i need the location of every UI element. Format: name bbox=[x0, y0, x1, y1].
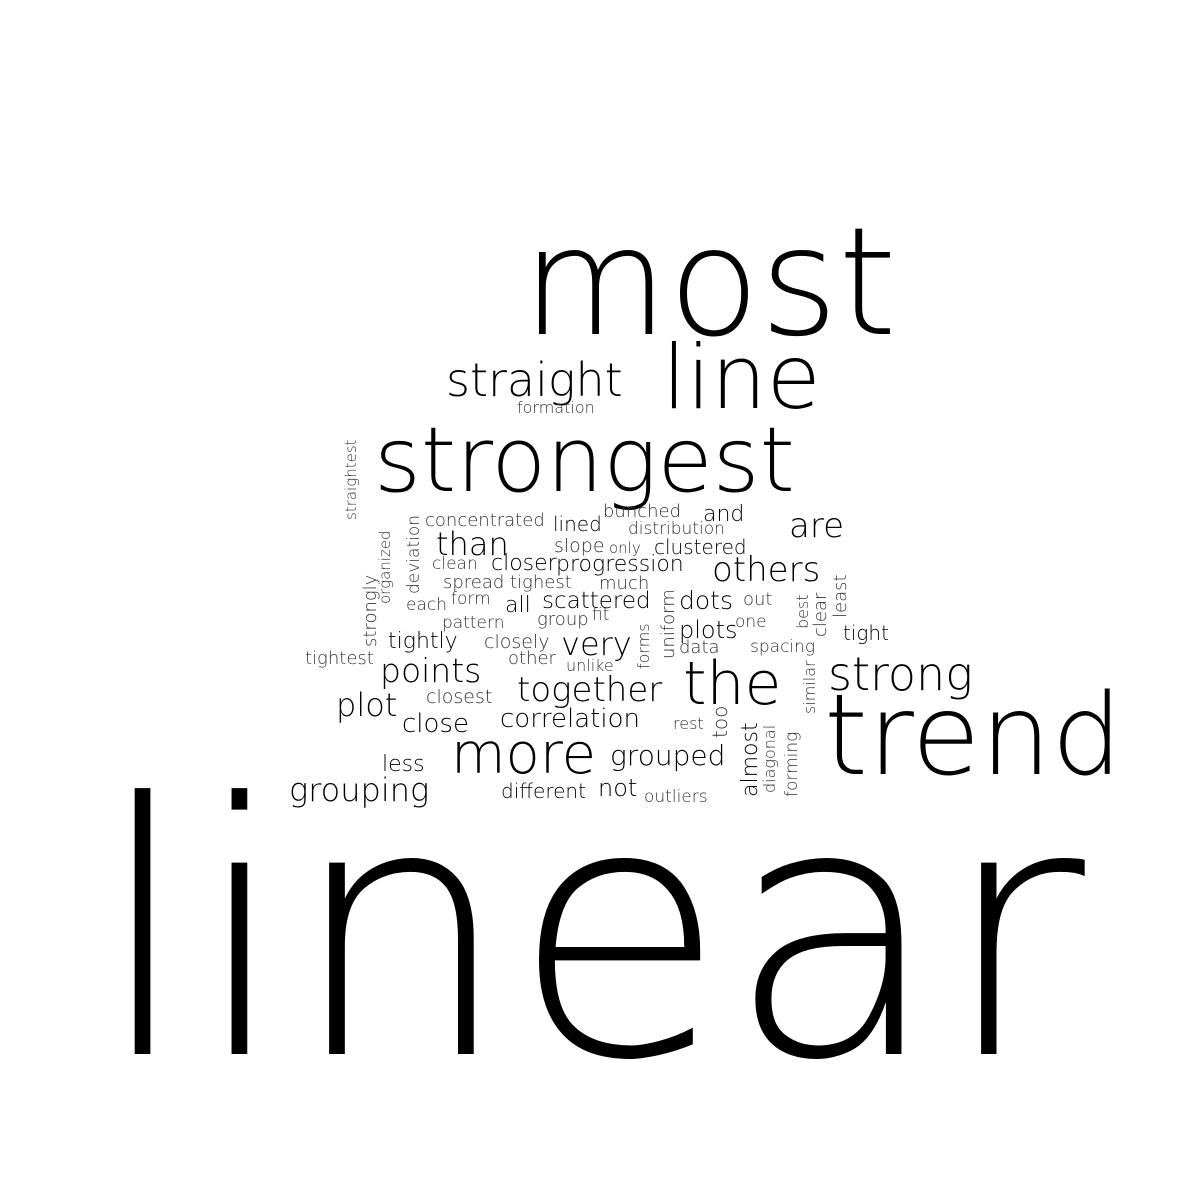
word-data: data bbox=[679, 637, 720, 658]
word-than: than bbox=[436, 525, 509, 563]
word-clean: clean bbox=[432, 554, 478, 574]
word-almost: almost bbox=[738, 722, 763, 797]
word-points: points bbox=[380, 651, 482, 690]
word-forms: forms bbox=[634, 623, 653, 669]
word-more: more bbox=[451, 722, 597, 787]
word-different: different bbox=[501, 779, 586, 803]
word-most: most bbox=[522, 196, 897, 370]
word-best: best bbox=[793, 594, 812, 629]
word-plot: plot bbox=[336, 686, 398, 724]
word-clustered: clustered bbox=[654, 535, 747, 559]
word-strongly: strongly bbox=[360, 574, 381, 647]
word-spacing: spacing bbox=[750, 637, 816, 657]
word-the: the bbox=[683, 649, 782, 719]
word-grouping: grouping bbox=[289, 771, 430, 809]
word-out: out bbox=[743, 589, 773, 610]
word-each: each bbox=[406, 595, 447, 615]
word-outliers: outliers bbox=[644, 787, 708, 807]
word-least: least bbox=[830, 574, 851, 618]
word-scattered: scattered bbox=[542, 588, 651, 614]
word-progression: progression bbox=[556, 552, 684, 577]
word-less: less bbox=[382, 752, 425, 777]
word-forming: forming bbox=[782, 731, 802, 797]
word-one: one bbox=[735, 612, 767, 632]
word-tight: tight bbox=[843, 621, 889, 645]
word-group: group bbox=[537, 609, 589, 630]
word-concentrated: concentrated bbox=[425, 510, 545, 531]
word-tightest: tightest bbox=[305, 648, 374, 669]
word-much: much bbox=[599, 573, 650, 594]
word-clear: clear bbox=[810, 592, 831, 637]
word-rest: rest bbox=[673, 714, 704, 733]
word-formation: formation bbox=[517, 398, 595, 417]
word-and: and bbox=[703, 502, 745, 527]
word-line: line bbox=[662, 326, 821, 429]
word-fit: fit bbox=[592, 605, 610, 625]
word-grouped: grouped bbox=[610, 739, 726, 772]
word-other: other bbox=[508, 648, 556, 669]
word-closely: closely bbox=[484, 631, 550, 653]
word-tighest: tighest bbox=[510, 572, 572, 593]
word-closer: closer bbox=[491, 551, 557, 576]
word-spread: spread bbox=[443, 572, 505, 593]
word-form: form bbox=[451, 589, 491, 609]
word-only: only bbox=[609, 539, 641, 557]
word-correlation: correlation bbox=[500, 704, 640, 734]
word-very: very bbox=[561, 625, 632, 663]
word-similar: similar bbox=[800, 660, 819, 714]
word-closest: closest bbox=[426, 686, 493, 708]
word-plots: plots bbox=[679, 616, 738, 644]
word-lined: lined bbox=[553, 512, 602, 536]
word-strongest: strongest bbox=[374, 408, 795, 513]
word-unlike: unlike bbox=[566, 656, 614, 675]
word-dots: dots bbox=[679, 586, 733, 615]
word-diagonal: diagonal bbox=[760, 724, 779, 793]
word-trend: trend bbox=[824, 671, 1123, 801]
word-close: close bbox=[402, 709, 469, 739]
word-strong: strong bbox=[828, 647, 973, 701]
word-bunched: bunched bbox=[603, 501, 682, 522]
word-all: all bbox=[505, 593, 531, 618]
word-straightest: straightest bbox=[342, 439, 360, 520]
word-straight: straight bbox=[446, 353, 623, 407]
word-deviation: deviation bbox=[404, 514, 424, 594]
word-others: others bbox=[712, 550, 821, 590]
word-not: not bbox=[598, 774, 638, 802]
word-are: are bbox=[789, 506, 844, 546]
word-tightly: tightly bbox=[388, 629, 458, 654]
word-uniform: uniform bbox=[658, 589, 679, 659]
word-pattern: pattern bbox=[442, 613, 505, 633]
word-too: too bbox=[708, 705, 732, 738]
word-slope: slope bbox=[554, 535, 605, 557]
word-linear: linear bbox=[95, 729, 1086, 1137]
word-together: together bbox=[517, 670, 663, 710]
word-distribution: distribution bbox=[628, 519, 725, 539]
